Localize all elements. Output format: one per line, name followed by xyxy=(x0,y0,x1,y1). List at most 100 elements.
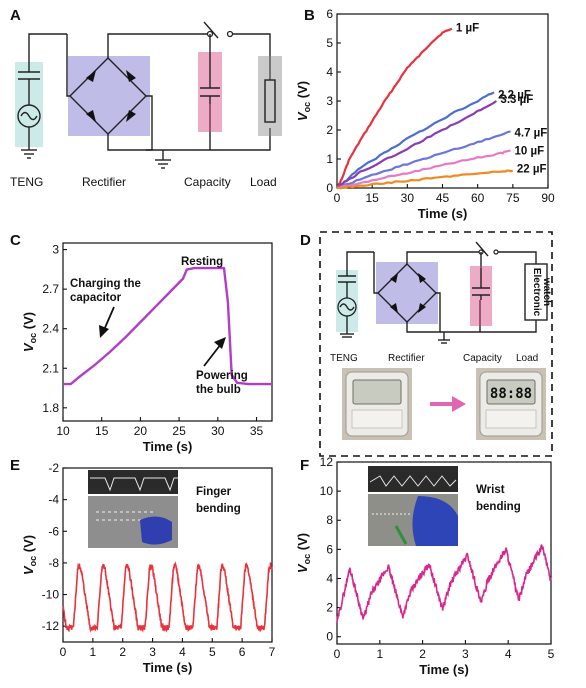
diode-icon xyxy=(86,70,96,82)
series-label: 4.7 µF xyxy=(514,127,547,139)
arrow-icon xyxy=(203,343,222,367)
x-tick-label: 35 xyxy=(250,424,264,438)
y-tick-label: 1 xyxy=(326,152,333,166)
series-label: 10 µF xyxy=(514,145,544,157)
y-axis-unit: (V) xyxy=(295,533,310,554)
x-axis-label: Time (s) xyxy=(143,660,193,675)
x-tick-label: 10 xyxy=(56,424,70,438)
arrow-icon xyxy=(430,396,466,412)
y-tick-label: 2.4 xyxy=(42,322,59,336)
panel-a-letter: A xyxy=(10,7,21,24)
annotation-wrist: Wrist xyxy=(476,484,505,496)
y-tick-label: 0 xyxy=(326,181,333,195)
y-axis-symbol: V xyxy=(21,565,36,575)
label-teng: TENG xyxy=(10,175,43,189)
y-tick-label: 5 xyxy=(326,36,333,50)
y-axis-unit: (V) xyxy=(295,81,310,102)
x-tick-label: 0 xyxy=(334,191,341,205)
panel-e-letter: E xyxy=(10,457,20,474)
lcd-display: 88:88 xyxy=(490,386,532,402)
label-load: Load xyxy=(250,175,277,189)
x-tick-label: 5 xyxy=(209,645,216,659)
y-axis-unit: (V) xyxy=(21,312,36,333)
inset-photo-f xyxy=(368,466,458,546)
load-highlight xyxy=(258,56,282,136)
y-axis-subscript: oc xyxy=(28,556,38,567)
y-tick-label: -2 xyxy=(48,461,59,475)
annotation-powering: Powering xyxy=(196,370,248,382)
y-axis-symbol: V xyxy=(295,111,310,121)
y-tick-label: 4 xyxy=(326,571,333,585)
series-label: 22 µF xyxy=(517,164,547,176)
y-tick-label: 3 xyxy=(326,94,333,108)
x-tick-label: 60 xyxy=(471,191,485,205)
y-tick-label: 2.7 xyxy=(42,282,59,296)
y-axis-label: Voc (V) xyxy=(21,312,38,352)
series-line xyxy=(63,266,272,386)
panel-c-letter: C xyxy=(10,232,21,249)
y-axis-unit: (V) xyxy=(21,535,36,556)
x-axis-label: Time (s) xyxy=(143,439,193,454)
series-label: 2.2 µF xyxy=(498,89,531,101)
x-tick-label: 6 xyxy=(239,645,246,659)
y-axis-label: Voc (V) xyxy=(21,535,38,575)
series-line xyxy=(62,561,273,633)
label-rectifier: Rectifier xyxy=(82,175,126,189)
x-tick-label: 0 xyxy=(60,645,67,659)
panel-d-letter: D xyxy=(300,232,311,249)
y-axis-label: Voc (V) xyxy=(295,81,312,121)
x-axis-label: Time (s) xyxy=(418,206,468,221)
label-teng-d: TENG xyxy=(330,353,358,364)
y-tick-label: 10 xyxy=(320,484,334,498)
y-tick-label: -4 xyxy=(48,493,59,507)
y-tick-label: -8 xyxy=(48,556,59,570)
arrow-head xyxy=(214,337,226,349)
arrow-icon xyxy=(103,306,115,331)
x-tick-label: 1 xyxy=(376,647,383,661)
inset-photo-e xyxy=(88,470,178,548)
y-axis-symbol: V xyxy=(295,563,310,573)
y-tick-label: -6 xyxy=(48,524,59,538)
x-tick-label: 2 xyxy=(119,645,126,659)
diode-icon xyxy=(126,110,136,122)
x-tick-label: 15 xyxy=(95,424,109,438)
panel-e: E 0 1 2 3 4 5 6 7 -12 -10 -8 -6 -4 -2 Time (s) Voc (V) F… xyxy=(10,457,276,675)
electronic-watch-box xyxy=(524,263,548,321)
x-tick-label: 15 xyxy=(365,191,379,205)
label-watch-1: Electronic xyxy=(531,268,542,317)
x-axis-label: Time (s) xyxy=(419,662,469,677)
x-tick-label: 4 xyxy=(505,647,512,661)
annotation-finger: Finger xyxy=(196,486,232,498)
x-tick-label: 5 xyxy=(548,647,555,661)
annotation-charging: capacitor xyxy=(70,292,122,304)
resistor-icon xyxy=(264,79,276,123)
x-tick-label: 30 xyxy=(401,191,415,205)
y-tick-label: 2 xyxy=(326,601,333,615)
y-tick-label: 8 xyxy=(326,513,333,527)
plot-c: 10 15 20 25 30 35 1.8 2.1 2.4 2.7 3 Time (s) Voc (V)… xyxy=(21,242,273,454)
y-tick-label: 2.1 xyxy=(42,361,59,375)
panel-c: C 10 15 20 25 30 35 1.8 2.1 2.4 2.7 3 Time (s) Voc (… xyxy=(10,232,273,454)
annotation-resting: Resting xyxy=(181,256,223,268)
y-tick-label: 0 xyxy=(326,630,333,644)
y-tick-label: 6 xyxy=(326,7,333,21)
y-tick-label: 2 xyxy=(326,123,333,137)
label-capacity: Capacity xyxy=(184,175,231,189)
diode-icon xyxy=(126,70,136,82)
axes-frame xyxy=(336,461,552,645)
series-line xyxy=(336,149,511,190)
y-axis-subscript: oc xyxy=(302,102,312,113)
series-line xyxy=(336,91,495,189)
x-tick-label: 90 xyxy=(541,191,555,205)
annotation-charging: Charging the xyxy=(70,278,141,290)
series-line xyxy=(336,27,453,190)
y-tick-label: 1.8 xyxy=(42,401,59,415)
axes-frame xyxy=(62,242,273,422)
y-tick-label: -10 xyxy=(42,588,60,602)
series-line xyxy=(336,100,498,190)
y-axis-subscript: oc xyxy=(302,554,312,565)
arrow-head xyxy=(99,325,109,338)
